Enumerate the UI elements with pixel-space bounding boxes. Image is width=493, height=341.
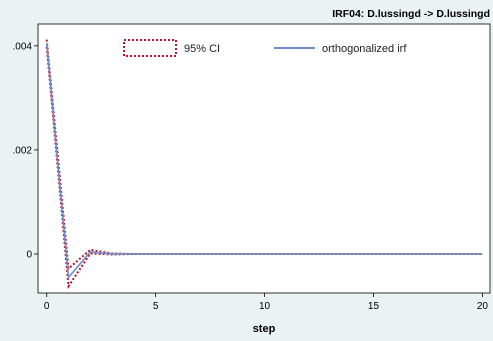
x-tick-label: 5 <box>153 301 159 312</box>
x-tick-label: 10 <box>259 301 271 312</box>
x-axis-title: step <box>253 323 276 335</box>
y-axis: 0 .002 .004 <box>13 41 38 260</box>
y-tick-label: 0 <box>26 249 32 260</box>
series-layer <box>45 39 483 290</box>
legend: 95% CI orthogonalized irf <box>123 39 407 57</box>
legend-swatch-ci <box>123 39 177 57</box>
plot-area <box>37 23 491 294</box>
panel-title: IRF04: D.lussingd -> D.lussingd <box>332 8 490 20</box>
legend-label-irf: orthogonalized irf <box>322 43 407 55</box>
y-tick-label: .004 <box>13 41 33 52</box>
x-tick-label: 15 <box>368 301 380 312</box>
legend-label-ci: 95% CI <box>184 43 220 55</box>
x-tick-label: 0 <box>44 301 50 312</box>
y-tick-label: .002 <box>13 145 33 156</box>
x-tick-label: 20 <box>477 301 489 312</box>
x-axis: 0 5 10 15 20 <box>44 293 488 312</box>
